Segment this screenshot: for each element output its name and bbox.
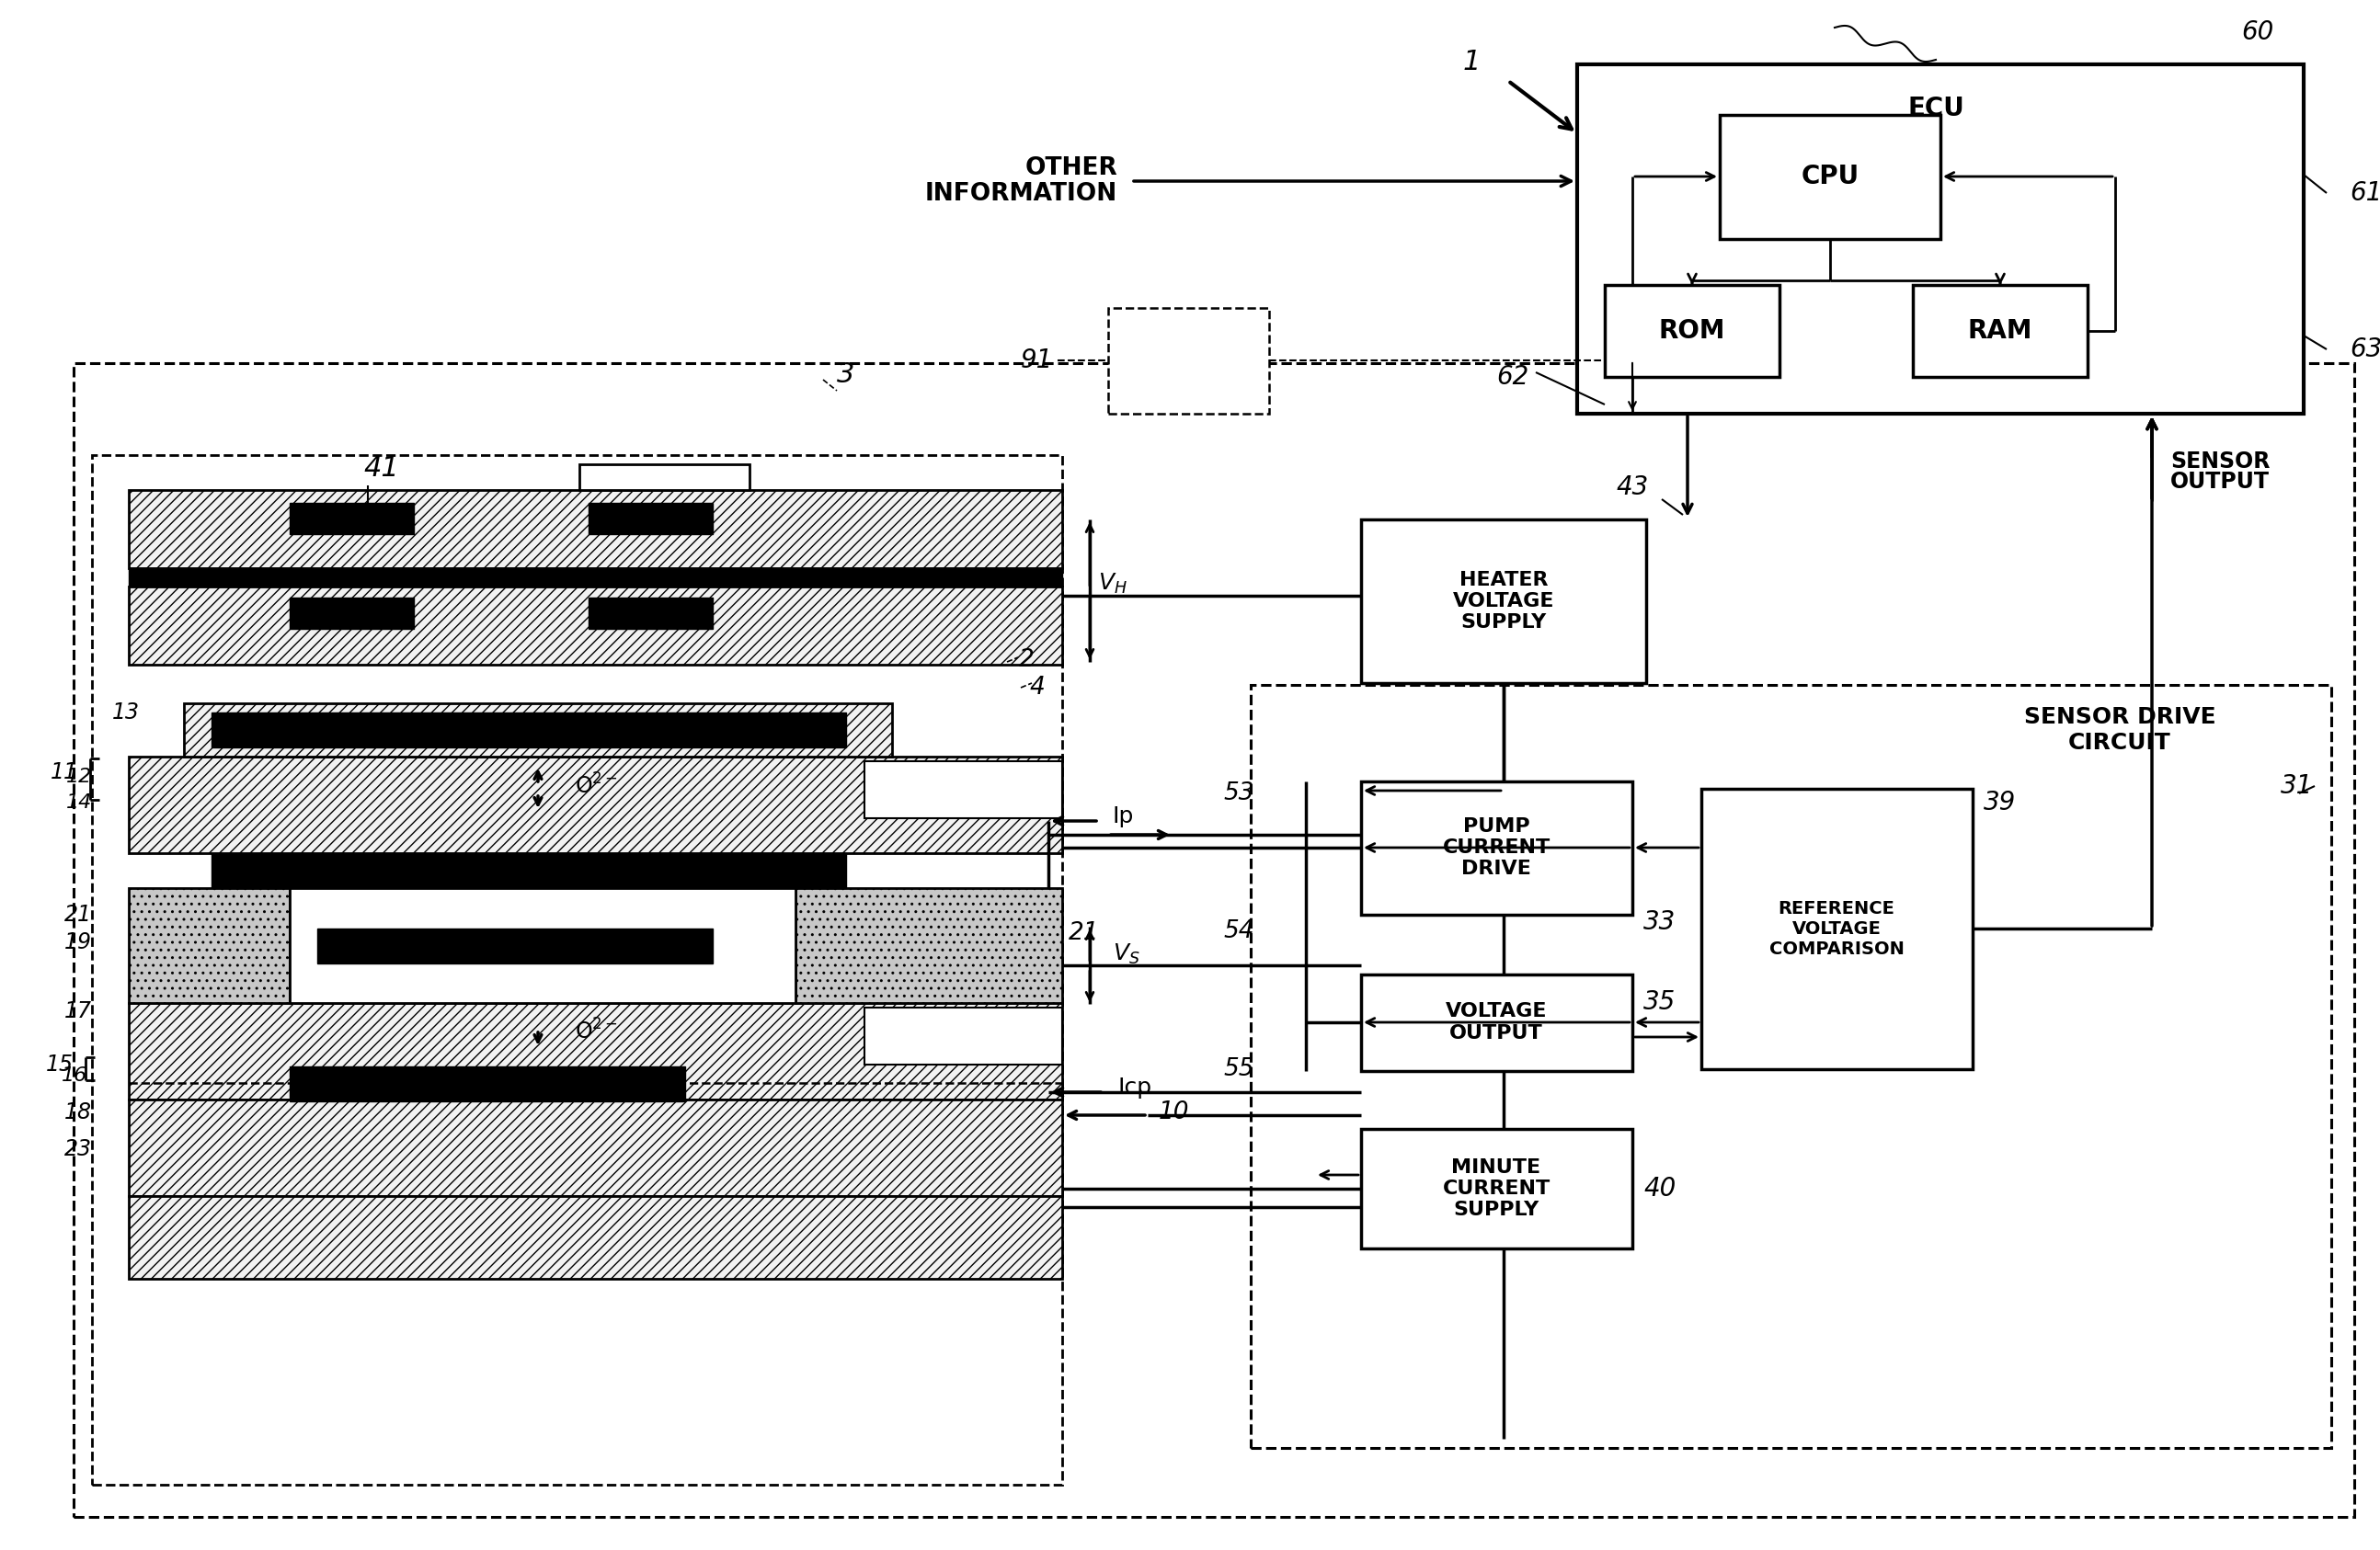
Text: 91: 91	[1021, 347, 1052, 374]
Text: 1: 1	[1461, 50, 1480, 76]
Text: INFORMATION: INFORMATION	[926, 181, 1116, 206]
Text: 31: 31	[2280, 773, 2313, 798]
Text: SENSOR: SENSOR	[2171, 451, 2271, 473]
Bar	[864, 761, 1061, 818]
Bar	[1578, 65, 2304, 414]
Text: 53: 53	[1223, 781, 1254, 806]
Text: REFERENCE
VOLTAGE
COMPARISON: REFERENCE VOLTAGE COMPARISON	[1768, 899, 1904, 958]
Bar	[129, 888, 290, 1003]
Text: 40: 40	[1642, 1176, 1676, 1201]
Text: 18: 18	[64, 1102, 93, 1124]
Text: 13: 13	[112, 702, 140, 724]
Text: ECU: ECU	[1906, 96, 1964, 121]
Bar	[129, 1099, 1061, 1197]
Text: 21: 21	[1069, 921, 1100, 946]
Bar	[1109, 308, 1269, 414]
Text: 60: 60	[2242, 19, 2273, 45]
Text: 11: 11	[50, 761, 79, 783]
Bar	[864, 1008, 1061, 1065]
Text: 4: 4	[1031, 676, 1045, 699]
Bar	[129, 490, 1061, 569]
Text: MINUTE
CURRENT
SUPPLY: MINUTE CURRENT SUPPLY	[1442, 1158, 1549, 1220]
Text: 12: 12	[67, 767, 93, 786]
Bar	[317, 928, 712, 964]
Text: 16: 16	[62, 1066, 88, 1085]
Text: OUTPUT: OUTPUT	[2171, 471, 2271, 493]
Text: CIRCUIT: CIRCUIT	[2068, 732, 2171, 753]
Bar	[588, 598, 712, 629]
Bar	[290, 502, 414, 535]
Bar	[795, 888, 1061, 1003]
Bar	[129, 756, 1061, 853]
Text: 62: 62	[1497, 364, 1528, 389]
Bar	[290, 1066, 685, 1102]
Text: VOLTAGE
OUTPUT: VOLTAGE OUTPUT	[1445, 1003, 1547, 1042]
Bar	[129, 1003, 1061, 1099]
Text: 23: 23	[64, 1138, 93, 1161]
Text: $V_S$: $V_S$	[1114, 942, 1140, 966]
Bar	[290, 888, 795, 1003]
Bar	[212, 853, 845, 888]
Text: 21: 21	[64, 904, 93, 925]
Text: ROM: ROM	[1659, 318, 1726, 344]
Bar	[1361, 781, 1633, 914]
Bar	[1721, 115, 1940, 239]
Text: $V_H$: $V_H$	[1097, 572, 1128, 595]
Text: 41: 41	[364, 456, 400, 482]
Bar	[1361, 975, 1633, 1071]
Bar	[1702, 789, 1973, 1070]
Text: 54: 54	[1223, 919, 1254, 944]
Text: 33: 33	[1642, 910, 1676, 935]
Text: 39: 39	[1983, 789, 2016, 815]
Bar	[588, 502, 712, 535]
Text: PUMP
CURRENT
DRIVE: PUMP CURRENT DRIVE	[1442, 817, 1549, 879]
Text: 14: 14	[67, 794, 93, 812]
Text: CPU: CPU	[1802, 164, 1859, 189]
Text: 35: 35	[1642, 989, 1676, 1015]
Bar	[864, 761, 1061, 818]
Text: 55: 55	[1223, 1057, 1254, 1082]
Text: HEATER
VOLTAGE
SUPPLY: HEATER VOLTAGE SUPPLY	[1452, 570, 1554, 632]
Bar	[1252, 685, 2332, 1448]
Text: 63: 63	[2349, 336, 2380, 363]
Text: 2: 2	[1019, 648, 1035, 673]
Text: Ip: Ip	[1114, 806, 1135, 828]
Bar	[290, 598, 414, 629]
Bar	[74, 363, 2354, 1517]
Text: O$^{2-}$: O$^{2-}$	[574, 773, 619, 798]
Bar	[1361, 519, 1647, 684]
Bar	[183, 704, 892, 756]
Bar	[864, 1008, 1061, 1065]
Text: SENSOR DRIVE: SENSOR DRIVE	[2023, 707, 2216, 728]
Text: 17: 17	[64, 1000, 93, 1023]
Bar	[129, 1197, 1061, 1279]
Bar	[129, 586, 1061, 665]
Bar	[212, 713, 845, 747]
Text: 15: 15	[45, 1054, 74, 1076]
Text: O$^{2-}$: O$^{2-}$	[574, 1018, 619, 1045]
Bar	[1604, 285, 1780, 377]
Text: 43: 43	[1616, 474, 1649, 501]
Bar	[1361, 1128, 1633, 1248]
Text: 19: 19	[64, 932, 93, 953]
Text: OTHER: OTHER	[1026, 157, 1116, 180]
Bar	[1914, 285, 2087, 377]
Text: RAM: RAM	[1968, 318, 2033, 344]
Text: 10: 10	[1159, 1100, 1190, 1124]
Bar	[93, 456, 1061, 1485]
Text: Icp: Icp	[1116, 1077, 1152, 1099]
Bar	[578, 465, 750, 490]
Bar	[129, 569, 1061, 586]
Text: 61: 61	[2349, 180, 2380, 206]
Text: 3: 3	[838, 361, 854, 389]
